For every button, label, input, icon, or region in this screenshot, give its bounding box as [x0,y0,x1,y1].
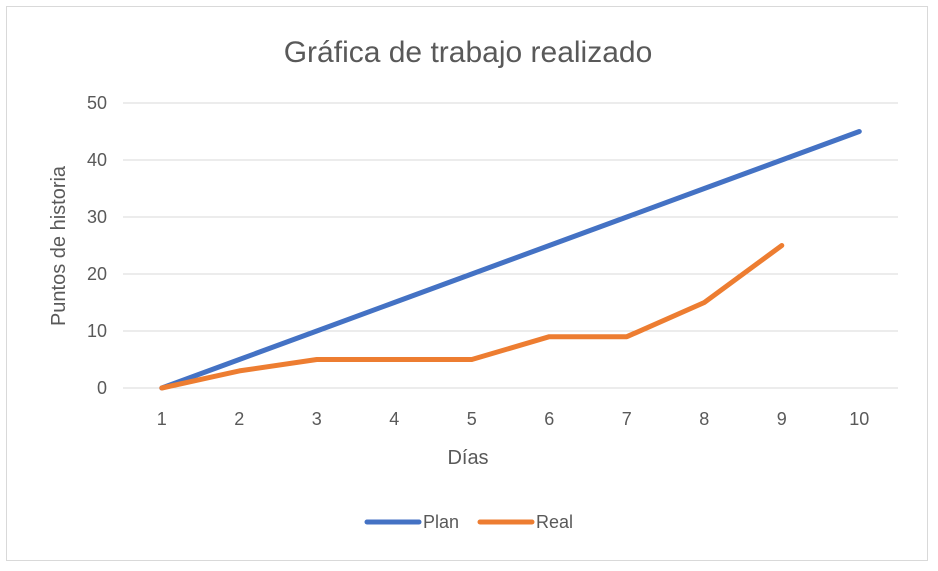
x-tick-labels: 1 2 3 4 5 6 7 8 9 10 [157,409,870,429]
x-tick-label: 3 [312,409,322,429]
series-lines [159,129,862,391]
x-tick-label: 5 [467,409,477,429]
x-tick-label: 9 [777,409,787,429]
legend-label: Real [536,512,573,532]
x-tick-label: 10 [849,409,869,429]
legend-label: Plan [423,512,459,532]
y-axis-title: Puntos de historia [48,165,70,326]
chart-frame [6,6,928,561]
x-tick-label: 4 [389,409,399,429]
y-tick-label: 30 [87,207,107,227]
x-tick-label: 1 [157,409,167,429]
gridlines [123,102,898,389]
series-line-real [159,243,785,391]
legend: Plan Real [364,512,573,532]
x-tick-label: 7 [622,409,632,429]
y-tick-label: 50 [87,93,107,113]
x-tick-label: 2 [234,409,244,429]
x-axis-title: Días [447,447,488,469]
x-tick-label: 6 [544,409,554,429]
y-tick-label: 0 [97,378,107,398]
y-tick-label: 20 [87,264,107,284]
series-line-plan [159,129,862,391]
chart-title: Gráfica de trabajo realizado [284,36,653,69]
y-tick-label: 10 [87,321,107,341]
y-tick-labels: 0 10 20 30 40 50 [87,93,107,398]
y-tick-label: 40 [87,150,107,170]
x-tick-label: 8 [699,409,709,429]
